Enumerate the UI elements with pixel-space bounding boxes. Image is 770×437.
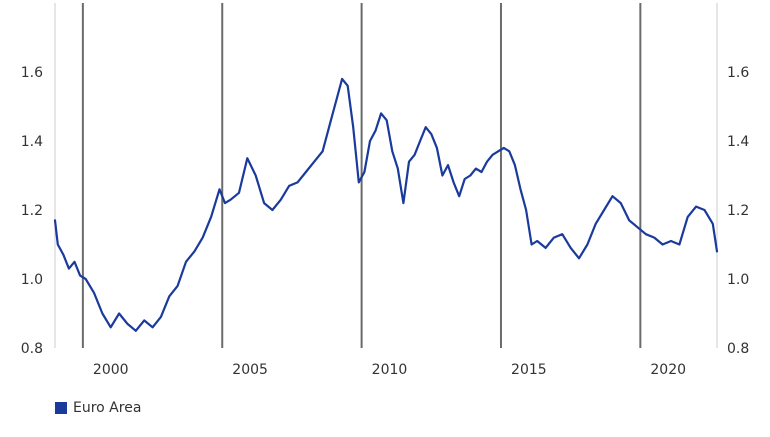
y-tick-label-left: 1.0	[21, 272, 43, 288]
y-tick-label-right: 1.6	[727, 65, 749, 81]
y-tick-label-right: 1.0	[727, 272, 749, 288]
series-line-0	[53, 77, 719, 332]
x-tick-label: 2010	[372, 362, 408, 378]
y-tick-label-right: 1.2	[727, 203, 749, 219]
x-tick-label: 2015	[511, 362, 547, 378]
legend: Euro Area	[55, 400, 141, 416]
x-tick-label: 2000	[93, 362, 129, 378]
y-tick-label-left: 1.4	[21, 134, 43, 150]
y-tick-label-right: 1.4	[727, 134, 749, 150]
y-tick-label-left: 0.8	[21, 341, 43, 357]
x-tick-label: 2020	[650, 362, 686, 378]
y-tick-label-right: 0.8	[727, 341, 749, 357]
y-tick-label-left: 1.6	[21, 65, 43, 81]
x-tick-label: 2005	[232, 362, 268, 378]
legend-swatch	[55, 402, 67, 414]
legend-label: Euro Area	[73, 400, 142, 416]
y-tick-label-left: 1.2	[21, 203, 43, 219]
